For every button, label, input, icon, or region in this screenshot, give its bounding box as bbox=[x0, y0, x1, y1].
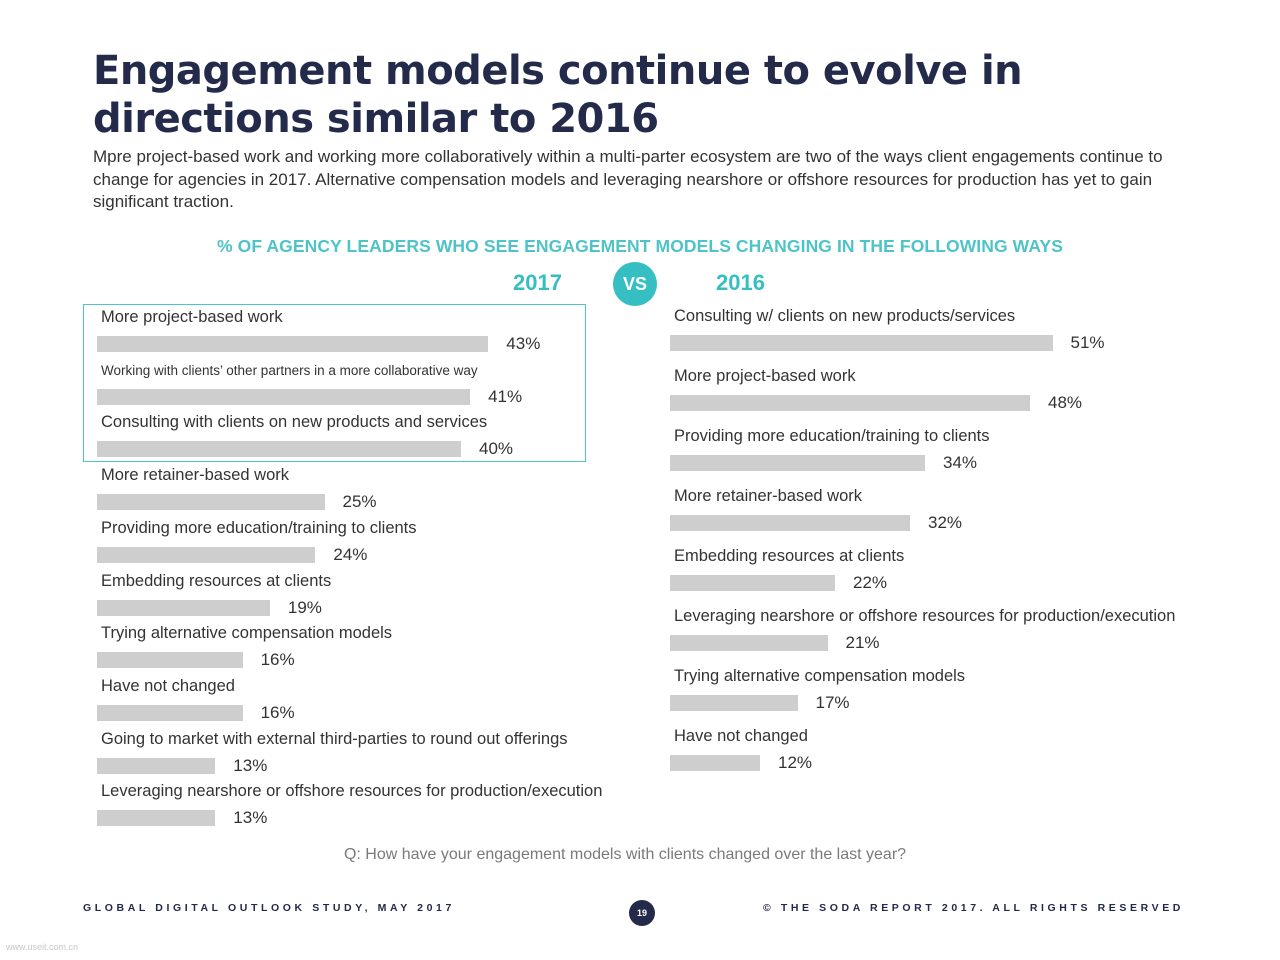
bar-2017-2 bbox=[97, 441, 461, 458]
bar-value-label-2016-5: 21% bbox=[845, 633, 880, 652]
bar-2016-5 bbox=[670, 635, 828, 651]
bar-label-2017-4: Providing more education/training to cli… bbox=[101, 518, 417, 537]
footer-copyright: © THE SODA REPORT 2017. ALL RIGHTS RESER… bbox=[762, 902, 1184, 914]
bar-2016-1 bbox=[670, 395, 1030, 411]
page-number: 19 bbox=[629, 900, 655, 926]
page-subtitle: Mpre project-based work and working more… bbox=[93, 147, 1163, 211]
bar-2017-7 bbox=[97, 704, 243, 721]
bar-2016-6 bbox=[670, 695, 798, 711]
bar-label-2017-9: Leveraging nearshore or offshore resourc… bbox=[101, 782, 603, 801]
bar-value-label-2017-6: 16% bbox=[260, 650, 295, 670]
bar-value-label-2016-0: 51% bbox=[1070, 333, 1105, 352]
bar-2017-9 bbox=[97, 810, 216, 827]
bar-value-label-2017-1: 41% bbox=[488, 386, 523, 406]
bar-value-label-2016-1: 48% bbox=[1048, 393, 1083, 412]
bar-label-2016-7: Have not changed bbox=[674, 727, 808, 745]
footer-study-name: GLOBAL DIGITAL OUTLOOK STUDY, MAY 2017 bbox=[83, 902, 455, 914]
bar-value-label-2017-7: 16% bbox=[260, 702, 295, 722]
top-three-highlight-box bbox=[83, 304, 586, 462]
bar-2017-0 bbox=[97, 336, 489, 352]
survey-question: Q: How have your engagement models with … bbox=[343, 846, 907, 863]
bar-label-2017-1: Working with clients’ other partners in … bbox=[101, 362, 478, 378]
bar-2016-4 bbox=[670, 575, 835, 591]
bar-value-label-2017-5: 19% bbox=[287, 597, 322, 617]
bar-2017-1 bbox=[97, 388, 471, 405]
bar-value-label-2017-0: 43% bbox=[506, 334, 541, 353]
bar-value-label-2017-9: 13% bbox=[233, 808, 268, 828]
bar-2017-5 bbox=[97, 599, 270, 616]
bar-label-2016-2: Providing more education/training to cli… bbox=[674, 427, 990, 445]
bar-label-2017-0: More project-based work bbox=[101, 308, 283, 326]
bar-label-2016-4: Embedding resources at clients bbox=[674, 547, 905, 565]
bar-value-label-2016-2: 34% bbox=[943, 453, 978, 472]
bar-label-2016-1: More project-based work bbox=[674, 367, 856, 385]
bar-label-2017-7: Have not changed bbox=[101, 676, 235, 695]
bar-value-label-2017-4: 24% bbox=[333, 544, 368, 564]
bar-label-2016-0: Consulting w/ clients on new products/se… bbox=[674, 307, 1016, 325]
bar-value-label-2017-8: 13% bbox=[233, 755, 268, 775]
chart-title: % OF AGENCY LEADERS WHO SEE ENGAGEMENT M… bbox=[216, 236, 1064, 256]
bar-label-2017-2: Consulting with clients on new products … bbox=[101, 413, 488, 432]
bar-value-label-2016-3: 32% bbox=[928, 513, 963, 532]
bar-2017-4 bbox=[97, 546, 316, 563]
watermark: www.useit.com.cn bbox=[6, 942, 79, 952]
bar-label-2017-8: Going to market with external third-part… bbox=[101, 729, 568, 748]
bar-label-2017-3: More retainer-based work bbox=[101, 466, 289, 485]
bar-2016-2 bbox=[670, 455, 925, 471]
bar-value-label-2016-7: 12% bbox=[778, 753, 813, 772]
year-2017-heading: 2017 bbox=[513, 270, 562, 295]
bar-label-2017-6: Trying alternative compensation models bbox=[101, 624, 393, 643]
bar-2016-3 bbox=[670, 515, 910, 531]
year-2016-heading: 2016 bbox=[716, 270, 765, 295]
bar-value-label-2016-6: 17% bbox=[815, 693, 850, 712]
bar-2016-0 bbox=[670, 335, 1053, 351]
bar-label-2017-5: Embedding resources at clients bbox=[101, 571, 332, 590]
bar-2017-8 bbox=[97, 757, 216, 774]
bar-2017-6 bbox=[97, 652, 243, 669]
bar-label-2016-5: Leveraging nearshore or offshore resourc… bbox=[674, 607, 1176, 625]
bar-value-label-2017-3: 25% bbox=[342, 492, 377, 512]
bar-label-2016-6: Trying alternative compensation models bbox=[674, 667, 966, 685]
bar-2016-7 bbox=[670, 755, 760, 771]
bar-label-2016-3: More retainer-based work bbox=[674, 487, 862, 505]
bar-2017-3 bbox=[97, 494, 325, 511]
bar-value-label-2016-4: 22% bbox=[853, 573, 888, 592]
bar-value-label-2017-2: 40% bbox=[479, 439, 514, 459]
page-title: Engagement models continue to evolve in … bbox=[93, 48, 1023, 142]
vs-badge: VS bbox=[613, 262, 657, 306]
